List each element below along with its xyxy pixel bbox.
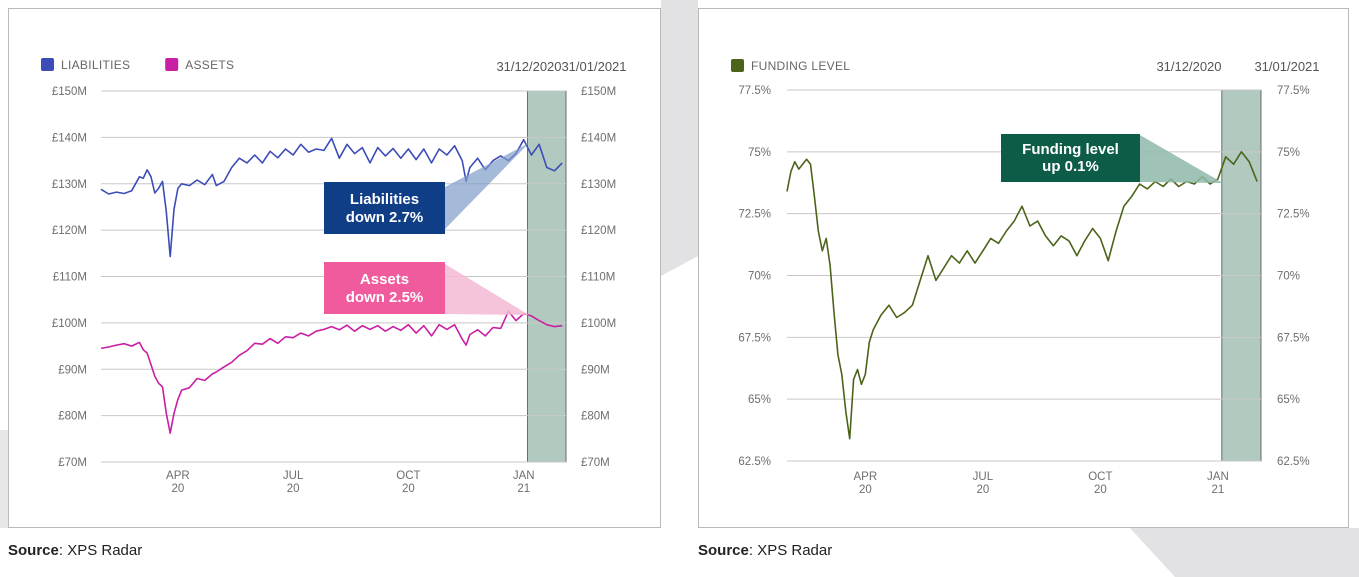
y-tick-label-right: 70% xyxy=(1277,271,1300,283)
y-tick-label-left: £130M xyxy=(52,179,87,191)
funding-callout-line2: up 0.1% xyxy=(1042,158,1099,175)
liabilities-assets-chart-panel: £150M £150M £140M £140M £130M £130M £120M £120M… xyxy=(8,8,661,528)
series-line-funding-level xyxy=(786,151,1258,440)
y-tick-label-left: 62.5% xyxy=(738,456,771,468)
x-tick-label: 20 xyxy=(402,483,415,495)
source-text: : XPS Radar xyxy=(748,542,833,559)
y-tick-label-left: £120M xyxy=(52,225,87,237)
liabilities-callout-box xyxy=(324,182,445,234)
date-label: 31/12/2020 xyxy=(1156,59,1221,74)
x-tick-label: 21 xyxy=(517,483,530,495)
liabilities-callout-line2: down 2.7% xyxy=(346,209,424,226)
y-tick-label-right: £130M xyxy=(581,179,616,191)
funding-callout-wedge xyxy=(1140,135,1223,183)
legend-label: ASSETS xyxy=(185,58,234,72)
x-tick-label: JUL xyxy=(283,470,304,482)
x-tick-label: 20 xyxy=(1094,484,1107,496)
y-tick-label-right: £150M xyxy=(581,86,616,98)
legend-swatch xyxy=(731,59,744,72)
source-label: Source xyxy=(8,542,59,559)
source-label: Source xyxy=(698,542,749,559)
y-tick-label-right: £100M xyxy=(581,318,616,330)
x-tick-label: 20 xyxy=(976,484,989,496)
liabilities-assets-chart: £150M £150M £140M £140M £130M £130M £120M £120M… xyxy=(41,58,627,495)
series-line-liabilities xyxy=(100,137,563,258)
y-tick-label-right: 75% xyxy=(1277,147,1300,159)
date-label: 31/01/2021 xyxy=(561,59,626,74)
x-tick-label: OCT xyxy=(1088,471,1112,483)
y-tick-label-left: £80M xyxy=(58,411,87,423)
x-tick-label: JAN xyxy=(1207,471,1229,483)
liabilities-callout-wedge xyxy=(445,143,529,229)
legend-label: LIABILITIES xyxy=(61,58,130,72)
funding-level-chart-panel: 77.5% 77.5% 75% 75% 72.5% 72.5% 70% 70% 67.5% 67.… xyxy=(698,8,1349,528)
x-tick-label: JAN xyxy=(513,470,535,482)
series-line-assets xyxy=(100,310,563,435)
y-tick-label-right: £70M xyxy=(581,457,610,469)
funding-callout-box xyxy=(1001,134,1140,182)
date-label: 31/12/2020 xyxy=(496,59,561,74)
assets-callout-line1: Assets xyxy=(360,271,409,288)
y-tick-label-left: 75% xyxy=(748,147,771,159)
y-tick-label-right: £80M xyxy=(581,411,610,423)
source-note-left: Source: XPS Radar xyxy=(8,542,142,559)
y-tick-label-left: £100M xyxy=(52,318,87,330)
y-tick-label-left: 65% xyxy=(748,394,771,406)
y-tick-label-left: £70M xyxy=(58,457,87,469)
liabilities-callout-line1: Liabilities xyxy=(350,191,419,208)
y-tick-label-left: 72.5% xyxy=(738,209,771,221)
assets-callout-box xyxy=(324,262,445,314)
y-tick-label-right: 77.5% xyxy=(1277,85,1310,97)
y-tick-label-left: 67.5% xyxy=(738,332,771,344)
x-tick-label: 20 xyxy=(287,483,300,495)
funding-level-chart: 77.5% 77.5% 75% 75% 72.5% 72.5% 70% 70% 67.5% 67.… xyxy=(731,59,1320,496)
x-tick-label: JUL xyxy=(973,471,994,483)
legend-swatch xyxy=(165,58,179,71)
y-tick-label-right: £120M xyxy=(581,225,616,237)
source-text: : XPS Radar xyxy=(58,542,143,559)
source-note-right: Source: XPS Radar xyxy=(698,542,832,559)
y-tick-label-right: 67.5% xyxy=(1277,332,1310,344)
assets-callout-line2: down 2.5% xyxy=(346,289,424,306)
y-tick-label-right: 65% xyxy=(1277,394,1300,406)
x-tick-label: 21 xyxy=(1212,484,1225,496)
legend-label: FUNDING LEVEL xyxy=(751,59,850,73)
y-tick-label-left: £140M xyxy=(52,132,87,144)
funding-callout-line1: Funding level xyxy=(1022,141,1119,158)
y-tick-label-left: £150M xyxy=(52,86,87,98)
y-tick-label-left: £110M xyxy=(53,272,87,284)
x-tick-label: 20 xyxy=(171,483,184,495)
x-tick-label: APR xyxy=(854,471,878,483)
x-tick-label: OCT xyxy=(396,470,420,482)
y-tick-label-left: 70% xyxy=(748,271,771,283)
assets-callout-wedge xyxy=(445,264,529,315)
y-tick-label-left: £90M xyxy=(58,364,87,376)
y-tick-label-right: £90M xyxy=(581,364,610,376)
y-tick-label-right: £110M xyxy=(581,272,615,284)
y-tick-label-right: 72.5% xyxy=(1277,209,1310,221)
legend-swatch xyxy=(41,58,54,71)
x-tick-label: 20 xyxy=(859,484,872,496)
y-tick-label-right: £140M xyxy=(581,132,616,144)
date-label: 31/01/2021 xyxy=(1254,59,1319,74)
x-tick-label: APR xyxy=(166,470,190,482)
y-tick-label-left: 77.5% xyxy=(738,85,771,97)
y-tick-label-right: 62.5% xyxy=(1277,456,1310,468)
